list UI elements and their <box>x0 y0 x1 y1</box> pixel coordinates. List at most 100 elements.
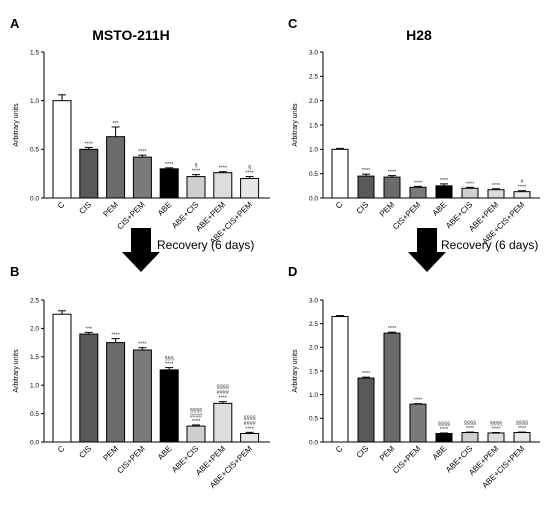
bar-abe-pem <box>213 402 233 443</box>
category-label: CIS <box>355 200 371 216</box>
bar-pem <box>106 342 126 443</box>
panel-letter-b: B <box>10 264 19 279</box>
category-label: CIS+PEM <box>391 444 423 476</box>
significance-label: **** <box>245 171 254 177</box>
y-tick-label: 1.5 <box>309 122 318 129</box>
significance-label: #### <box>217 390 230 396</box>
recovery-label-left: Recovery (6 days) <box>157 238 254 252</box>
significance-label: §§§§ <box>438 422 450 428</box>
significance-label: **** <box>518 426 527 432</box>
bar-abe <box>435 432 453 443</box>
bar-c <box>331 316 349 443</box>
bar-c <box>331 148 349 199</box>
bar-c <box>52 100 72 199</box>
significance-label: **** <box>138 149 147 155</box>
bar-abe-cis <box>186 425 206 443</box>
significance-label: §§§§ <box>217 385 229 391</box>
recovery-arrow-right <box>408 228 446 272</box>
significance-label: **** <box>440 178 449 184</box>
bar-abe-cis <box>461 187 479 199</box>
significance-label: **** <box>492 183 501 189</box>
y-tick-label: 0.5 <box>309 171 318 178</box>
significance-label: **** <box>362 371 371 377</box>
recovery-label-right: Recovery (6 days) <box>441 238 538 252</box>
y-tick-label: 0.0 <box>309 439 318 446</box>
y-tick-label: 3.0 <box>309 297 318 304</box>
y-tick-label: 1.5 <box>30 354 39 361</box>
significance-label: **** <box>245 426 254 432</box>
y-axis-label: Arbitrary units <box>13 103 20 147</box>
panel-c-title: H28 <box>406 27 432 43</box>
significance-label: *** <box>86 326 93 332</box>
significance-label: #### <box>243 421 256 427</box>
category-label: CIS+PEM <box>391 200 423 232</box>
bar-abe-cis-pem <box>513 191 531 199</box>
significance-label: **** <box>138 342 147 348</box>
bar-pem <box>383 332 401 443</box>
bar-cis <box>79 333 99 443</box>
significance-label: *** <box>112 121 119 127</box>
significance-label: **** <box>388 170 397 176</box>
category-label: ABE <box>431 200 449 218</box>
category-label: PEM <box>378 200 397 219</box>
bar-abe-cis-pem <box>240 432 260 443</box>
bar-cis-pem <box>132 156 152 199</box>
chart-panel-d: 0.0 0.5 1.0 1.5 2.0 2.5 3.0 Arbitrary units C ***… <box>292 297 540 490</box>
bar-abe <box>159 369 179 443</box>
y-tick-label: 0.5 <box>30 411 39 418</box>
significance-label: **** <box>111 333 120 339</box>
bar-c <box>52 313 72 443</box>
y-tick-label: 1.0 <box>309 392 318 399</box>
significance-label: **** <box>466 426 475 432</box>
significance-label: **** <box>219 166 228 172</box>
y-tick-label: 2.0 <box>30 326 39 333</box>
y-tick-label: 0.0 <box>309 195 318 202</box>
y-tick-label: 2.5 <box>30 297 39 304</box>
category-label: PEM <box>101 200 120 219</box>
y-tick-label: 2.0 <box>309 98 318 105</box>
category-label: CIS <box>77 444 93 460</box>
chart-panel-a: 0.0 0.5 1.0 1.5 Arbitrary units C **** CIS *** PE… <box>13 49 270 246</box>
bar-abe-cis-pem <box>240 178 260 199</box>
bar-abe-cis <box>461 432 479 443</box>
bar-cis-pem <box>409 403 427 443</box>
y-tick-label: 2.0 <box>309 345 318 352</box>
recovery-arrow-left <box>122 228 160 272</box>
y-tick-label: 0.0 <box>30 195 39 202</box>
chart-panel-b: 0.0 0.5 1.0 1.5 2.0 2.5 Arbitrary units C *** CIS… <box>13 297 270 490</box>
significance-label: # <box>520 179 524 185</box>
y-tick-label: 2.5 <box>309 74 318 81</box>
significance-label: §§§§ <box>243 415 255 421</box>
y-tick-label: 1.5 <box>309 368 318 375</box>
category-label: C <box>334 200 345 211</box>
y-tick-label: 0.5 <box>309 416 318 423</box>
bar-abe-pem <box>213 172 233 199</box>
significance-label: **** <box>518 185 527 191</box>
significance-label: **** <box>192 419 201 425</box>
bar-abe-cis-pem <box>513 432 531 443</box>
significance-label: **** <box>388 326 397 332</box>
significance-label: § <box>194 163 197 169</box>
category-label: CIS+PEM <box>115 200 147 232</box>
bar-abe-pem <box>487 432 505 443</box>
significance-label: **** <box>414 398 423 404</box>
panel-a-title: MSTO-211H <box>92 27 170 43</box>
category-label: CIS <box>77 200 93 216</box>
y-tick-label: 0.5 <box>30 147 39 154</box>
y-axis-label: Arbitrary units <box>292 349 299 393</box>
significance-label: **** <box>165 362 174 368</box>
significance-label: **** <box>440 427 449 433</box>
category-label: ABE <box>156 200 174 218</box>
significance-label: §§§§ <box>190 408 202 414</box>
category-label: PEM <box>378 444 397 463</box>
bar-abe <box>435 185 453 199</box>
panel-letter-c: C <box>288 16 298 31</box>
significance-label: **** <box>466 181 475 187</box>
significance-label: **** <box>219 396 228 402</box>
y-tick-label: 1.0 <box>309 147 318 154</box>
bar-cis <box>357 175 375 199</box>
significance-label: **** <box>85 141 94 147</box>
panel-letter-a: A <box>10 16 20 31</box>
significance-label: **** <box>165 162 174 168</box>
